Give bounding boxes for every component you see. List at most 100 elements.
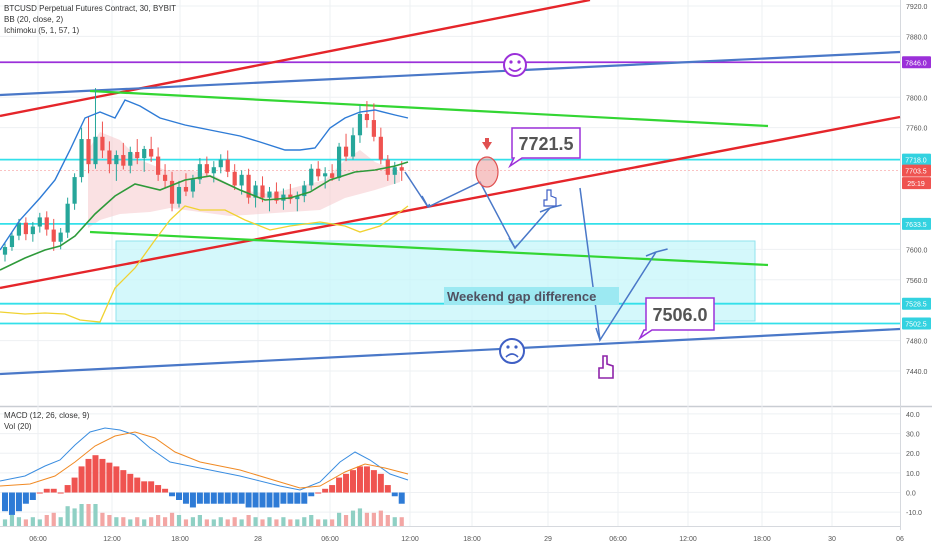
candle-body[interactable] (16, 222, 22, 236)
macd-histogram-bar (384, 485, 391, 493)
candle-body[interactable] (281, 194, 286, 201)
candle-body[interactable] (121, 155, 126, 166)
candle-body[interactable] (232, 171, 237, 186)
macd-histogram-bar (287, 492, 294, 504)
price-axis-label: 7760.0 (906, 126, 928, 133)
candle-body[interactable] (253, 185, 258, 198)
candle-body[interactable] (197, 164, 202, 180)
candle-body[interactable] (114, 155, 119, 165)
candle-body[interactable] (176, 186, 182, 204)
vol-legend[interactable]: Vol (20) (4, 422, 32, 431)
price-tag: 7502.5 (905, 321, 927, 328)
macd-axis-label: 40.0 (906, 412, 920, 419)
volume-bar (114, 517, 119, 526)
candle-body[interactable] (142, 148, 147, 159)
candle-body[interactable] (72, 177, 77, 204)
candle-body[interactable] (58, 232, 63, 242)
price-axis-label: 7560.0 (906, 278, 928, 285)
macd-histogram-bar (315, 492, 322, 494)
candle-body[interactable] (128, 152, 133, 166)
time-axis-label: 06 (896, 536, 904, 543)
candle-body[interactable] (156, 156, 161, 175)
candle-body[interactable] (267, 191, 272, 198)
macd-histogram-bar (22, 492, 29, 504)
candle-body[interactable] (100, 136, 105, 151)
projection-arrowhead (595, 327, 601, 341)
macd-histogram-bar (322, 488, 329, 493)
candle-body[interactable] (211, 167, 216, 174)
candle-body[interactable] (378, 136, 383, 160)
candle-body[interactable] (149, 148, 154, 157)
bb-legend[interactable]: BB (20, close, 2) (4, 15, 63, 24)
time-axis-label: 06:00 (29, 536, 47, 543)
callout-high: 7721.5 (508, 127, 581, 169)
macd-legend[interactable]: MACD (12, 26, close, 9) (4, 411, 90, 420)
candle-body[interactable] (9, 235, 15, 248)
candle-body[interactable] (246, 174, 251, 198)
macd-histogram-bar (78, 466, 85, 493)
candle-body[interactable] (51, 229, 56, 242)
volume-bar (86, 504, 91, 526)
ichimoku-legend[interactable]: Ichimoku (5, 1, 57, 1) (4, 26, 79, 35)
volume-bar (288, 519, 293, 526)
candle-body[interactable] (309, 168, 314, 186)
candle-body[interactable] (323, 173, 328, 177)
candle-body[interactable] (169, 180, 175, 204)
candle-body[interactable] (260, 185, 265, 198)
macd-histogram-bar (15, 492, 22, 512)
candle-body[interactable] (288, 194, 293, 200)
price-tag: 7633.5 (905, 222, 927, 229)
candle-body[interactable] (302, 185, 307, 197)
volume-bar (323, 519, 328, 526)
macd-histogram-bar (245, 492, 252, 508)
candle-body[interactable] (274, 191, 279, 201)
candle-body[interactable] (239, 174, 244, 186)
candle-body[interactable] (44, 217, 49, 230)
candle-body[interactable] (330, 173, 335, 178)
candle-body[interactable] (2, 247, 8, 255)
symbol-legend[interactable]: BTCUSD Perpetual Futures Contract, 30, B… (4, 4, 176, 13)
candle-body[interactable] (357, 113, 363, 136)
macd-histogram-bar (301, 492, 308, 504)
candle-body[interactable] (135, 152, 140, 159)
macd-histogram-bar (350, 470, 356, 493)
candle-body[interactable] (225, 159, 230, 172)
candle-body[interactable] (399, 167, 404, 171)
macd-histogram-bar (238, 492, 245, 504)
candle-body[interactable] (343, 146, 349, 157)
candle-body[interactable] (65, 203, 70, 233)
macd-histogram-bar (203, 492, 210, 504)
axis-layer: 7846.0 7718.0 7703.5 25:19 7633.5 7528.5 7502.… (29, 4, 931, 543)
candle-body[interactable] (371, 120, 376, 137)
candle-body[interactable] (392, 167, 397, 175)
candle-body[interactable] (218, 159, 223, 168)
candle-body[interactable] (350, 135, 356, 157)
candle-body[interactable] (204, 164, 209, 174)
time-axis-label: 12:00 (679, 536, 697, 543)
projection-arrowhead (421, 195, 431, 208)
macd-histogram-bar (127, 473, 134, 493)
volume-bar (190, 517, 196, 526)
macd-axis-label: -10.0 (906, 510, 922, 517)
candle-body[interactable] (183, 186, 189, 192)
zone-label-bg (444, 287, 619, 305)
volume-bar (142, 519, 147, 526)
macd-histogram-bar (363, 466, 370, 493)
candle-body[interactable] (93, 136, 98, 165)
candle-body[interactable] (37, 217, 42, 227)
candle-body[interactable] (23, 222, 28, 235)
volume-bar (371, 512, 376, 526)
candle-body[interactable] (30, 226, 35, 235)
candle-body[interactable] (316, 168, 321, 177)
candle-body[interactable] (295, 196, 300, 200)
volume-bar (399, 517, 404, 526)
candle-body[interactable] (190, 179, 196, 192)
hand-pointer-up-icon (543, 189, 557, 207)
candle-body[interactable] (79, 139, 84, 178)
macd-histogram-bar (377, 473, 384, 493)
candle-body[interactable] (107, 150, 112, 165)
candle-body[interactable] (336, 146, 342, 178)
candle-body[interactable] (86, 139, 91, 165)
candle-body[interactable] (162, 174, 168, 181)
candle-body[interactable] (364, 113, 370, 121)
